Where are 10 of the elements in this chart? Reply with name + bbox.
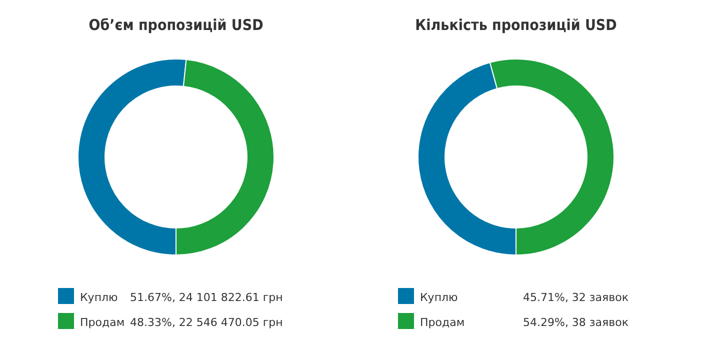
chart-title: Кількість пропозицій USD <box>415 16 617 34</box>
chart-title: Об’єм пропозицій USD <box>88 16 264 34</box>
data-label: 51.67%, 24 101 822.61 грн <box>130 291 283 304</box>
data-label: 54.29%, 38 заявок <box>523 316 629 329</box>
data-label: 45.71%, 32 заявок <box>523 291 629 304</box>
data-label: 48.33%, 22 546 470.05 грн <box>130 316 283 329</box>
legend-label: Куплю <box>80 291 118 304</box>
legend-label: Куплю <box>420 291 458 304</box>
legend-label: Продам <box>80 316 125 329</box>
legend-label: Продам <box>420 316 465 329</box>
